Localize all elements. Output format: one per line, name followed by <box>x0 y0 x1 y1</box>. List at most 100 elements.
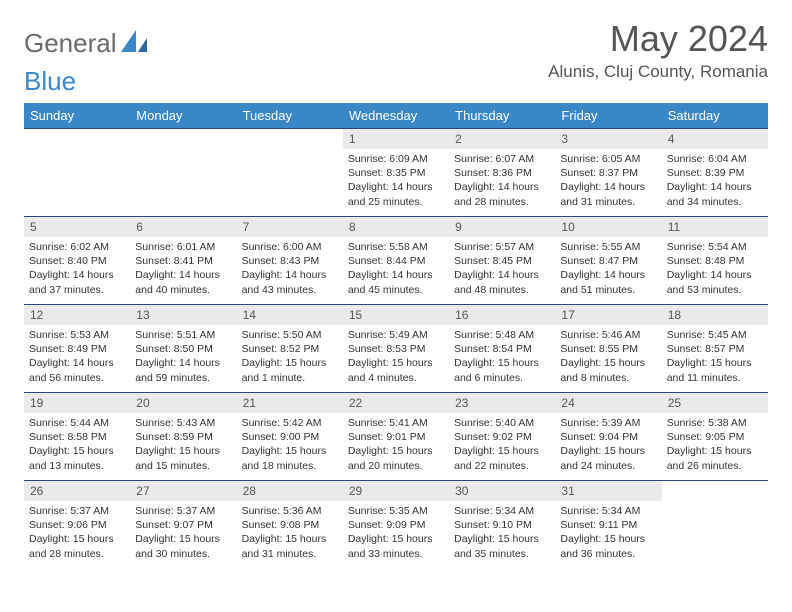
calendar-day-cell: 21Sunrise: 5:42 AMSunset: 9:00 PMDayligh… <box>237 393 343 481</box>
calendar-week-row: 26Sunrise: 5:37 AMSunset: 9:06 PMDayligh… <box>24 481 768 569</box>
day-number: 8 <box>343 217 449 237</box>
day-details: Sunrise: 5:49 AMSunset: 8:53 PMDaylight:… <box>343 325 449 389</box>
calendar-day-cell: 12Sunrise: 5:53 AMSunset: 8:49 PMDayligh… <box>24 305 130 393</box>
day-details: Sunrise: 6:05 AMSunset: 8:37 PMDaylight:… <box>555 149 661 213</box>
day-number: 21 <box>237 393 343 413</box>
calendar-day-cell: 2Sunrise: 6:07 AMSunset: 8:36 PMDaylight… <box>449 129 555 217</box>
calendar-day-cell: 27Sunrise: 5:37 AMSunset: 9:07 PMDayligh… <box>130 481 236 569</box>
calendar-day-cell: 20Sunrise: 5:43 AMSunset: 8:59 PMDayligh… <box>130 393 236 481</box>
day-number: 12 <box>24 305 130 325</box>
calendar-body: 1Sunrise: 6:09 AMSunset: 8:35 PMDaylight… <box>24 129 768 569</box>
day-number: 24 <box>555 393 661 413</box>
logo: General <box>24 28 147 59</box>
day-number: 13 <box>130 305 236 325</box>
day-number: 19 <box>24 393 130 413</box>
day-details: Sunrise: 5:35 AMSunset: 9:09 PMDaylight:… <box>343 501 449 565</box>
calendar-table: SundayMondayTuesdayWednesdayThursdayFrid… <box>24 103 768 569</box>
day-number: 5 <box>24 217 130 237</box>
day-details: Sunrise: 6:01 AMSunset: 8:41 PMDaylight:… <box>130 237 236 301</box>
calendar-day-cell: 30Sunrise: 5:34 AMSunset: 9:10 PMDayligh… <box>449 481 555 569</box>
calendar-day-cell: 10Sunrise: 5:55 AMSunset: 8:47 PMDayligh… <box>555 217 661 305</box>
calendar-empty-cell <box>662 481 768 569</box>
calendar-day-cell: 5Sunrise: 6:02 AMSunset: 8:40 PMDaylight… <box>24 217 130 305</box>
weekday-header: Friday <box>555 103 661 129</box>
day-details: Sunrise: 6:02 AMSunset: 8:40 PMDaylight:… <box>24 237 130 301</box>
calendar-day-cell: 17Sunrise: 5:46 AMSunset: 8:55 PMDayligh… <box>555 305 661 393</box>
day-number: 7 <box>237 217 343 237</box>
weekday-header-row: SundayMondayTuesdayWednesdayThursdayFrid… <box>24 103 768 129</box>
calendar-day-cell: 3Sunrise: 6:05 AMSunset: 8:37 PMDaylight… <box>555 129 661 217</box>
day-details: Sunrise: 5:38 AMSunset: 9:05 PMDaylight:… <box>662 413 768 477</box>
calendar-day-cell: 19Sunrise: 5:44 AMSunset: 8:58 PMDayligh… <box>24 393 130 481</box>
calendar-day-cell: 24Sunrise: 5:39 AMSunset: 9:04 PMDayligh… <box>555 393 661 481</box>
calendar-day-cell: 29Sunrise: 5:35 AMSunset: 9:09 PMDayligh… <box>343 481 449 569</box>
day-number: 1 <box>343 129 449 149</box>
day-number: 31 <box>555 481 661 501</box>
calendar-week-row: 1Sunrise: 6:09 AMSunset: 8:35 PMDaylight… <box>24 129 768 217</box>
day-number: 20 <box>130 393 236 413</box>
day-details: Sunrise: 5:58 AMSunset: 8:44 PMDaylight:… <box>343 237 449 301</box>
logo-word2: Blue <box>24 66 768 97</box>
day-details: Sunrise: 5:43 AMSunset: 8:59 PMDaylight:… <box>130 413 236 477</box>
day-details: Sunrise: 5:42 AMSunset: 9:00 PMDaylight:… <box>237 413 343 477</box>
day-details: Sunrise: 5:57 AMSunset: 8:45 PMDaylight:… <box>449 237 555 301</box>
day-number: 6 <box>130 217 236 237</box>
calendar-empty-cell <box>130 129 236 217</box>
day-details: Sunrise: 5:54 AMSunset: 8:48 PMDaylight:… <box>662 237 768 301</box>
day-number: 30 <box>449 481 555 501</box>
calendar-day-cell: 15Sunrise: 5:49 AMSunset: 8:53 PMDayligh… <box>343 305 449 393</box>
day-number: 27 <box>130 481 236 501</box>
day-details: Sunrise: 5:34 AMSunset: 9:11 PMDaylight:… <box>555 501 661 565</box>
day-details: Sunrise: 5:39 AMSunset: 9:04 PMDaylight:… <box>555 413 661 477</box>
day-number: 4 <box>662 129 768 149</box>
day-details: Sunrise: 6:09 AMSunset: 8:35 PMDaylight:… <box>343 149 449 213</box>
calendar-day-cell: 4Sunrise: 6:04 AMSunset: 8:39 PMDaylight… <box>662 129 768 217</box>
day-number: 26 <box>24 481 130 501</box>
calendar-day-cell: 23Sunrise: 5:40 AMSunset: 9:02 PMDayligh… <box>449 393 555 481</box>
day-number: 22 <box>343 393 449 413</box>
day-number: 18 <box>662 305 768 325</box>
day-number: 15 <box>343 305 449 325</box>
day-details: Sunrise: 5:37 AMSunset: 9:06 PMDaylight:… <box>24 501 130 565</box>
day-number: 29 <box>343 481 449 501</box>
day-details: Sunrise: 6:07 AMSunset: 8:36 PMDaylight:… <box>449 149 555 213</box>
day-details: Sunrise: 5:51 AMSunset: 8:50 PMDaylight:… <box>130 325 236 389</box>
day-number: 9 <box>449 217 555 237</box>
day-number: 23 <box>449 393 555 413</box>
day-details: Sunrise: 5:48 AMSunset: 8:54 PMDaylight:… <box>449 325 555 389</box>
logo-sail-icon <box>121 28 147 59</box>
day-number: 11 <box>662 217 768 237</box>
weekday-header: Tuesday <box>237 103 343 129</box>
calendar-day-cell: 14Sunrise: 5:50 AMSunset: 8:52 PMDayligh… <box>237 305 343 393</box>
day-details: Sunrise: 6:00 AMSunset: 8:43 PMDaylight:… <box>237 237 343 301</box>
day-details: Sunrise: 5:40 AMSunset: 9:02 PMDaylight:… <box>449 413 555 477</box>
calendar-day-cell: 22Sunrise: 5:41 AMSunset: 9:01 PMDayligh… <box>343 393 449 481</box>
weekday-header: Sunday <box>24 103 130 129</box>
day-details: Sunrise: 5:41 AMSunset: 9:01 PMDaylight:… <box>343 413 449 477</box>
day-details: Sunrise: 6:04 AMSunset: 8:39 PMDaylight:… <box>662 149 768 213</box>
weekday-header: Saturday <box>662 103 768 129</box>
weekday-header: Wednesday <box>343 103 449 129</box>
day-details: Sunrise: 5:50 AMSunset: 8:52 PMDaylight:… <box>237 325 343 389</box>
day-details: Sunrise: 5:46 AMSunset: 8:55 PMDaylight:… <box>555 325 661 389</box>
weekday-header: Monday <box>130 103 236 129</box>
calendar-day-cell: 1Sunrise: 6:09 AMSunset: 8:35 PMDaylight… <box>343 129 449 217</box>
day-number: 17 <box>555 305 661 325</box>
day-details: Sunrise: 5:44 AMSunset: 8:58 PMDaylight:… <box>24 413 130 477</box>
weekday-header: Thursday <box>449 103 555 129</box>
calendar-day-cell: 6Sunrise: 6:01 AMSunset: 8:41 PMDaylight… <box>130 217 236 305</box>
day-details: Sunrise: 5:55 AMSunset: 8:47 PMDaylight:… <box>555 237 661 301</box>
calendar-day-cell: 31Sunrise: 5:34 AMSunset: 9:11 PMDayligh… <box>555 481 661 569</box>
calendar-day-cell: 18Sunrise: 5:45 AMSunset: 8:57 PMDayligh… <box>662 305 768 393</box>
day-number: 16 <box>449 305 555 325</box>
logo-word1: General <box>24 28 117 59</box>
day-details: Sunrise: 5:45 AMSunset: 8:57 PMDaylight:… <box>662 325 768 389</box>
calendar-empty-cell <box>237 129 343 217</box>
calendar-day-cell: 8Sunrise: 5:58 AMSunset: 8:44 PMDaylight… <box>343 217 449 305</box>
day-details: Sunrise: 5:34 AMSunset: 9:10 PMDaylight:… <box>449 501 555 565</box>
calendar-empty-cell <box>24 129 130 217</box>
calendar-day-cell: 26Sunrise: 5:37 AMSunset: 9:06 PMDayligh… <box>24 481 130 569</box>
calendar-day-cell: 16Sunrise: 5:48 AMSunset: 8:54 PMDayligh… <box>449 305 555 393</box>
calendar-day-cell: 9Sunrise: 5:57 AMSunset: 8:45 PMDaylight… <box>449 217 555 305</box>
calendar-day-cell: 7Sunrise: 6:00 AMSunset: 8:43 PMDaylight… <box>237 217 343 305</box>
